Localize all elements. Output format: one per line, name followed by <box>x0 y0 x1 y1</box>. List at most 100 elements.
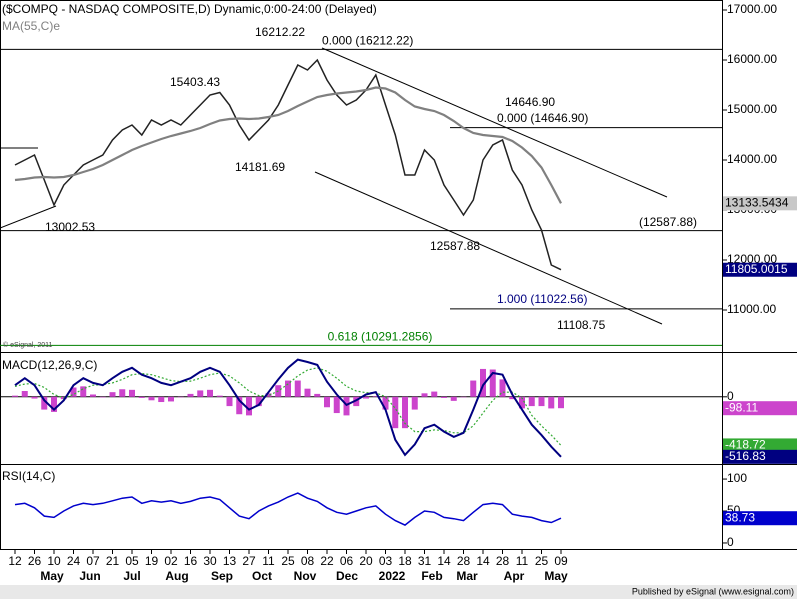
value-box <box>723 196 797 211</box>
histogram-bar <box>402 396 408 429</box>
trend-line <box>314 171 663 325</box>
histogram-bar <box>129 389 135 397</box>
histogram-bar <box>90 394 96 397</box>
month-label: May <box>40 569 64 583</box>
month-label: Aug <box>165 569 188 583</box>
histogram-bar <box>285 380 291 397</box>
y-tick-label: 0 <box>727 389 734 403</box>
x-tick-label: 22 <box>320 554 334 568</box>
histogram-bar <box>21 391 28 397</box>
histogram-bar <box>236 396 243 415</box>
histogram-bar <box>509 396 516 400</box>
footer-bar <box>0 585 797 599</box>
swing-label: 12587.88 <box>430 239 480 253</box>
histogram-bar <box>460 396 467 398</box>
value-box-label: -516.83 <box>725 449 766 463</box>
histogram-bar <box>148 396 155 401</box>
rsi-title: RSI(14,C) <box>2 469 55 483</box>
month-label: Feb <box>421 569 442 583</box>
month-label: Apr <box>504 569 525 583</box>
month-label: Mar <box>456 569 478 583</box>
histogram-bar <box>304 388 311 397</box>
histogram-bar <box>558 396 564 409</box>
histogram-bar <box>51 396 57 412</box>
histogram-bar <box>187 393 194 397</box>
y-tick-label: 100 <box>727 471 747 485</box>
x-tick-label: 31 <box>418 554 432 568</box>
histogram-bar <box>372 396 379 397</box>
histogram-bar <box>216 395 223 397</box>
swing-label: 11108.75 <box>557 318 606 332</box>
x-tick-label: 14 <box>476 554 490 568</box>
x-tick-label: 24 <box>67 554 81 568</box>
swing-label: 16212.22 <box>255 25 305 39</box>
month-label: Dec <box>336 569 358 583</box>
histogram-bar <box>70 387 77 397</box>
histogram-bar <box>421 393 428 397</box>
value-box <box>723 449 797 464</box>
level-label: 0.000 (14646.90) <box>497 111 588 125</box>
histogram-bar <box>431 391 438 397</box>
x-tick-label: 30 <box>203 554 217 568</box>
value-box <box>723 401 797 416</box>
trend-line <box>321 47 668 198</box>
histogram-bar <box>168 396 174 402</box>
x-tick-label: 13 <box>223 554 237 568</box>
histogram-bar <box>382 396 389 410</box>
swing-label: 14646.90 <box>505 95 555 109</box>
histogram-bar <box>99 396 106 398</box>
y-tick-label: 0 <box>727 535 734 549</box>
histogram-bar <box>246 396 252 416</box>
histogram-bar <box>353 396 360 407</box>
histogram-bar <box>392 396 399 429</box>
x-tick-label: 03 <box>379 554 393 568</box>
trend-line <box>0 205 57 229</box>
histogram-bar <box>538 396 545 407</box>
x-tick-label: 07 <box>86 554 100 568</box>
value-box-label: 13133.5434 <box>725 195 789 209</box>
month-label: Jun <box>79 569 100 583</box>
y-tick-label: 16000.00 <box>727 52 777 66</box>
x-tick-label: 21 <box>106 554 120 568</box>
value-box-label: 38.73 <box>725 510 755 524</box>
month-label: 2022 <box>379 569 406 583</box>
level-label: 0.000 (16212.22) <box>322 34 413 48</box>
value-box <box>723 438 797 453</box>
histogram-bar <box>441 396 447 398</box>
histogram-bar <box>119 389 126 397</box>
y-tick-label: 12000.00 <box>727 252 777 266</box>
x-tick-label: 19 <box>145 554 159 568</box>
histogram-bar <box>12 395 18 397</box>
x-tick-label: 06 <box>340 554 354 568</box>
level-label: (12587.88) <box>639 215 697 229</box>
level-label: 1.000 (11022.56) <box>497 292 588 306</box>
histogram-bar <box>450 396 457 401</box>
histogram-bar <box>265 393 272 397</box>
histogram-bar <box>470 380 477 397</box>
y-tick-label: 15000.00 <box>727 102 777 116</box>
histogram-bar <box>519 396 525 409</box>
histogram-bar <box>226 396 233 407</box>
histogram-bar <box>343 396 350 416</box>
series-line <box>14 358 562 458</box>
x-tick-label: 16 <box>184 554 198 568</box>
macd-title: MACD(12,26,9,C) <box>2 358 97 372</box>
x-tick-label: 27 <box>242 554 256 568</box>
level-label: 0.618 (10291.2856) <box>328 330 433 344</box>
x-tick-label: 08 <box>301 554 315 568</box>
value-box-label: 11805.0015 <box>725 262 788 276</box>
x-tick-label: 18 <box>398 554 412 568</box>
x-tick-label: 28 <box>457 554 471 568</box>
histogram-bar <box>80 386 87 397</box>
histogram-bar <box>363 396 369 399</box>
month-label: Sep <box>211 569 233 583</box>
x-tick-label: 28 <box>496 554 510 568</box>
y-tick-label: 17000.00 <box>727 2 777 16</box>
histogram-bar <box>294 380 301 397</box>
series-line <box>14 492 562 526</box>
month-label: May <box>544 569 568 583</box>
histogram-bar <box>31 396 38 399</box>
histogram-bar <box>489 369 496 397</box>
histogram-bar <box>255 396 262 407</box>
